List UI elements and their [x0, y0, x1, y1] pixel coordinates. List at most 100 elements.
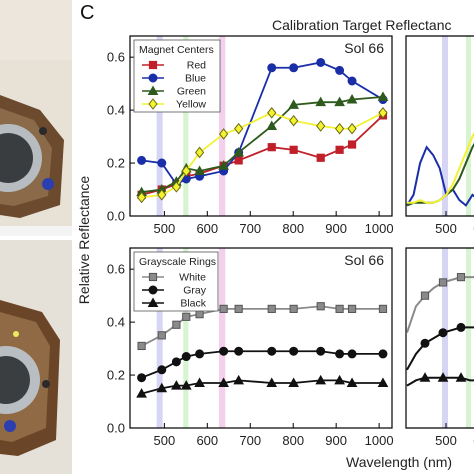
filter-band	[218, 36, 226, 216]
legend-marker	[148, 285, 158, 295]
data-point-green	[334, 96, 345, 107]
legend-box	[133, 251, 219, 312]
filter-band	[183, 36, 189, 216]
legend-label: Blue	[185, 73, 206, 85]
filter-band	[466, 36, 471, 216]
side-data-point	[438, 328, 448, 338]
x-tick-label: 1000	[365, 433, 394, 448]
data-point-black	[194, 377, 205, 387]
data-point-blue	[289, 63, 299, 73]
data-point-white	[195, 310, 204, 319]
data-point-black	[156, 382, 168, 393]
data-point-white	[137, 341, 146, 351]
filter-band	[218, 248, 226, 428]
legend-marker	[148, 98, 158, 110]
data-point-black	[288, 377, 299, 387]
data-point-yellow	[347, 122, 357, 135]
data-point-white	[219, 304, 228, 313]
plot-frame	[129, 35, 393, 217]
data-point-black	[346, 377, 358, 387]
data-point-gray	[171, 357, 181, 367]
data-point-black	[377, 377, 389, 387]
data-point-gray	[335, 349, 345, 359]
data-point-white	[234, 304, 243, 313]
data-point-black	[266, 377, 278, 387]
legend-box	[133, 39, 221, 113]
data-point-black	[180, 380, 192, 390]
y-tick-label: 0.2	[107, 156, 125, 171]
data-point-green	[315, 96, 327, 107]
side-data-point	[456, 273, 466, 282]
y-axis-label: Relative Reflectance	[76, 175, 92, 305]
chart-panel-grayscale-rings: 0.0 0.2 0.4 0.6 500 600 700 800 900 1000 Sol 66 Gra…	[107, 247, 394, 448]
data-point-red	[289, 145, 298, 154]
x-tick-label: 700	[239, 433, 261, 448]
data-point-blue	[137, 155, 147, 165]
data-point-green	[194, 165, 205, 175]
filter-band	[156, 36, 163, 216]
data-point-white	[157, 331, 166, 340]
data-point-yellow	[171, 181, 182, 193]
data-point-red	[335, 145, 344, 154]
data-point-blue	[316, 57, 326, 67]
data-point-gray	[234, 346, 244, 356]
legend-label: White	[179, 272, 206, 284]
x-tick-label: 600	[196, 221, 218, 236]
side-data-point	[420, 291, 430, 300]
data-point-yellow	[157, 189, 167, 201]
data-point-blue	[347, 76, 357, 86]
data-point-white	[182, 312, 191, 321]
x-tick-label: 500	[435, 221, 457, 236]
data-point-green	[218, 160, 229, 170]
data-point-yellow	[194, 146, 205, 159]
filter-band	[442, 36, 448, 216]
x-tick-label: 500	[154, 221, 176, 236]
data-point-black	[334, 374, 345, 385]
data-point-gray	[195, 349, 205, 359]
data-point-black	[218, 377, 229, 387]
data-point-black	[171, 380, 182, 390]
legend-label: Black	[180, 298, 206, 310]
data-point-green	[233, 146, 245, 157]
data-point-black	[233, 374, 245, 385]
x-tick-label: 700	[239, 221, 261, 236]
data-point-white	[267, 304, 276, 313]
y-tick-label: 0.4	[107, 103, 125, 118]
chart-panel-magnet-centers: 0.0 0.2 0.4 0.6 500 600 700 800 900 1000 Sol 66 Mag…	[107, 35, 394, 236]
data-point-black	[315, 374, 327, 385]
x-axis-label: Wavelength (nm)	[346, 454, 453, 470]
x-tick-label: 900	[325, 433, 347, 448]
side-series-blue	[406, 145, 474, 207]
data-point-gray	[267, 346, 277, 356]
x-tick-label: 600	[196, 433, 218, 448]
side-data-point	[437, 372, 449, 382]
side-data-point	[455, 372, 467, 382]
figure-title: Calibration Target Reflectanc	[272, 17, 452, 33]
y-tick-label: 0.0	[107, 421, 125, 436]
legend-marker	[148, 272, 158, 282]
legend-title: Grayscale Rings	[139, 256, 216, 268]
legend-label: Gray	[183, 285, 207, 297]
legend-marker	[148, 73, 158, 83]
data-point-gray	[181, 352, 191, 362]
y-tick-label: 0.4	[107, 315, 125, 330]
plot-frame	[405, 247, 474, 429]
x-tick-label: 800	[282, 433, 304, 448]
sol-label: Sol 66	[344, 40, 384, 56]
y-tick-label: 0.2	[107, 368, 125, 383]
data-point-gray	[219, 346, 229, 356]
data-point-yellow	[181, 165, 191, 177]
top-photo	[0, 0, 72, 236]
data-point-green	[346, 94, 358, 104]
x-tick-label: 900	[325, 221, 347, 236]
data-point-black	[136, 388, 147, 398]
data-point-gray	[316, 346, 326, 356]
data-point-red	[234, 156, 243, 165]
filter-band	[466, 248, 471, 428]
legend-marker	[148, 60, 158, 70]
